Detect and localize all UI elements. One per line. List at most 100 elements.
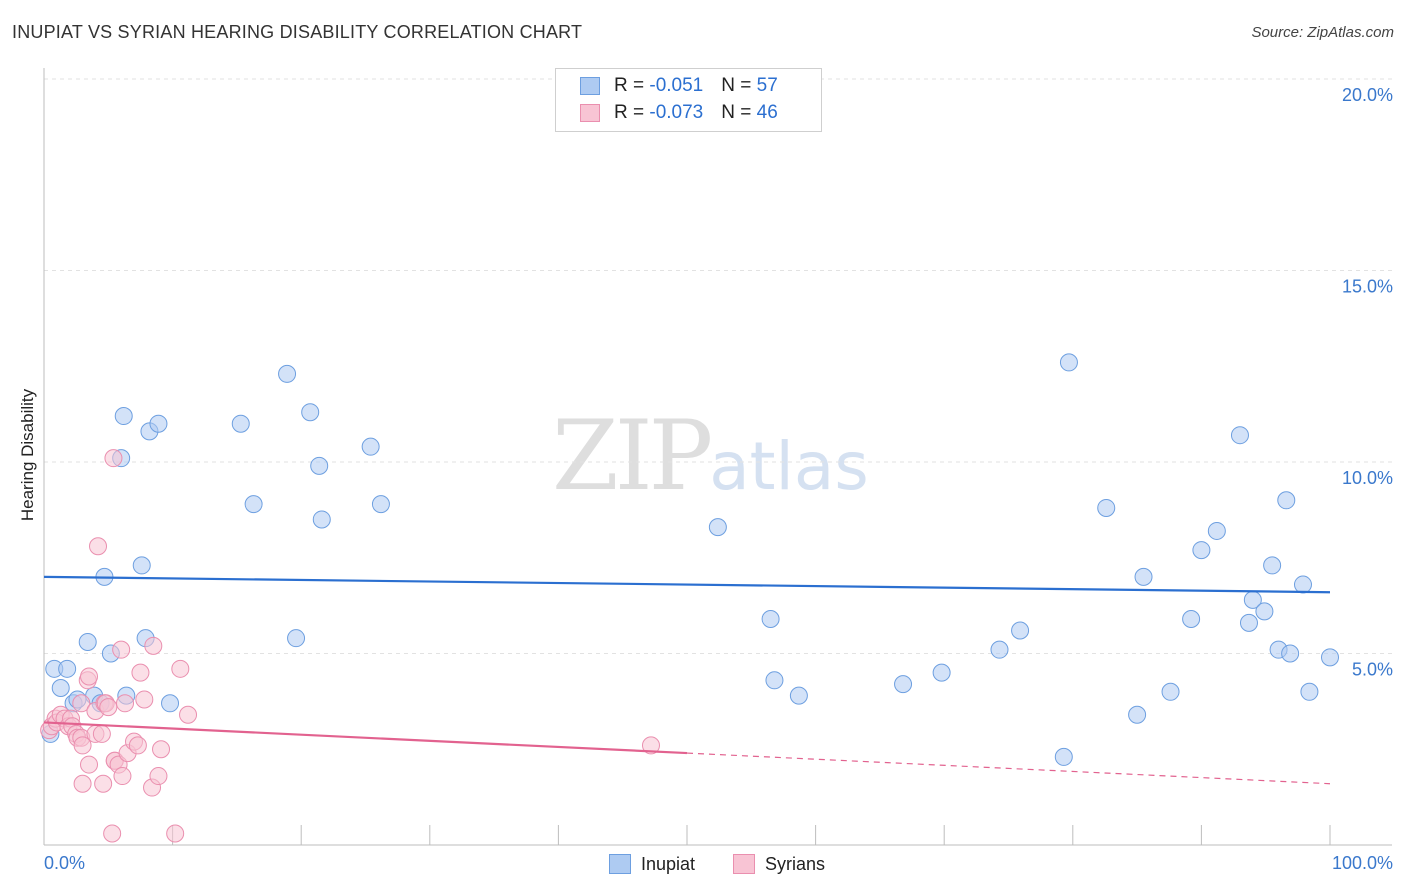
y-tick-label: 10.0% [1342,468,1393,488]
bottom-legend-syrians[interactable]: Syrians [733,852,825,876]
point-inupiat [114,407,133,426]
point-syrians [152,740,171,759]
legend-swatch-inupiat [580,77,600,95]
bottom-legend-swatch-inupiat [609,854,631,874]
point-inupiat [1263,556,1282,575]
point-inupiat [149,414,168,433]
point-inupiat [1255,602,1274,621]
point-inupiat [1230,426,1249,445]
point-inupiat [1182,610,1201,629]
point-inupiat [312,510,331,529]
point-inupiat [371,495,390,514]
point-inupiat [1192,541,1211,560]
point-inupiat [1207,521,1226,540]
point-syrians [113,767,132,786]
point-syrians [144,636,163,655]
point-inupiat [1277,491,1296,510]
point-inupiat [1054,747,1073,766]
y-tick-label: 20.0% [1342,85,1393,105]
point-inupiat [932,663,951,682]
point-syrians [116,694,135,713]
legend-r-label: R = [614,102,650,123]
point-inupiat [231,414,250,433]
point-syrians [99,698,118,717]
point-inupiat [1128,705,1147,724]
x-tick-label-min: 0.0% [44,853,85,873]
point-inupiat [1239,613,1258,632]
point-inupiat [161,694,180,713]
point-inupiat [761,610,780,629]
point-syrians [171,659,190,678]
trend-line-syrians [43,721,688,755]
point-syrians [112,640,131,659]
point-inupiat [1293,575,1312,594]
point-inupiat [78,633,97,652]
point-syrians [135,690,154,709]
legend-row-inupiat: R = -0.051 N = 57 [580,74,778,98]
point-inupiat [1281,644,1300,663]
legend-r-value: -0.073 [649,102,704,123]
bottom-legend-inupiat[interactable]: Inupiat [609,852,695,876]
point-inupiat [287,629,306,648]
point-syrians [103,824,122,843]
bottom-legend-swatch-syrians [733,854,755,874]
point-inupiat [990,640,1009,659]
point-syrians [73,736,92,755]
point-inupiat [278,364,297,383]
legend-r-value: -0.051 [649,75,704,96]
point-syrians [73,774,92,793]
point-syrians [128,736,147,755]
trend-line-dashed-syrians [686,752,1331,785]
chart-title: INUPIAT VS SYRIAN HEARING DISABILITY COR… [12,22,583,42]
watermark-atlas: atlas [709,428,869,505]
point-inupiat [1011,621,1030,640]
point-inupiat [708,518,727,537]
point-syrians [179,705,198,724]
watermark: ZIPatlas [552,400,869,512]
point-syrians [92,724,111,743]
point-syrians [80,667,99,686]
bottom-legend-label-syrians: Syrians [765,853,826,874]
y-axis-label: Hearing Disability [18,388,37,522]
point-syrians [166,824,185,843]
point-inupiat [1059,353,1078,372]
legend-swatch-syrians [580,104,600,122]
legend-n-value: 57 [756,75,778,96]
point-inupiat [310,456,329,475]
point-inupiat [894,675,913,694]
point-syrians [80,755,99,774]
point-syrians [94,774,113,793]
point-inupiat [301,403,320,422]
point-syrians [89,537,108,556]
point-inupiat [1161,682,1180,701]
point-syrians [104,449,123,468]
point-syrians [149,767,168,786]
point-syrians [641,736,660,755]
point-inupiat [789,686,808,705]
point-inupiat [1134,567,1153,586]
point-inupiat [244,495,263,514]
legend-n-label: N = [721,75,757,96]
point-inupiat [132,556,151,575]
point-inupiat [1300,682,1319,701]
legend-n-label: N = [721,102,757,123]
point-inupiat [51,678,70,697]
point-inupiat [1321,648,1339,667]
legend-r-label: R = [614,75,650,96]
stats-legend: R = -0.051 N = 57 R = -0.073 N = 46 [555,68,822,132]
watermark-zip: ZIP [552,400,713,512]
bottom-legend-label-inupiat: Inupiat [641,853,696,874]
point-inupiat [1097,498,1116,517]
x-tick-label-max: 100.0% [1332,853,1393,873]
point-syrians [131,663,150,682]
point-inupiat [361,437,380,456]
y-tick-label: 5.0% [1352,660,1393,680]
point-syrians [72,694,91,713]
trend-line-inupiat [43,575,1331,594]
point-inupiat [58,659,77,678]
source-label: Source: ZipAtlas.com [1251,24,1394,41]
point-inupiat [765,671,784,690]
legend-n-value: 46 [756,102,778,123]
legend-row-syrians: R = -0.073 N = 46 [580,101,778,125]
